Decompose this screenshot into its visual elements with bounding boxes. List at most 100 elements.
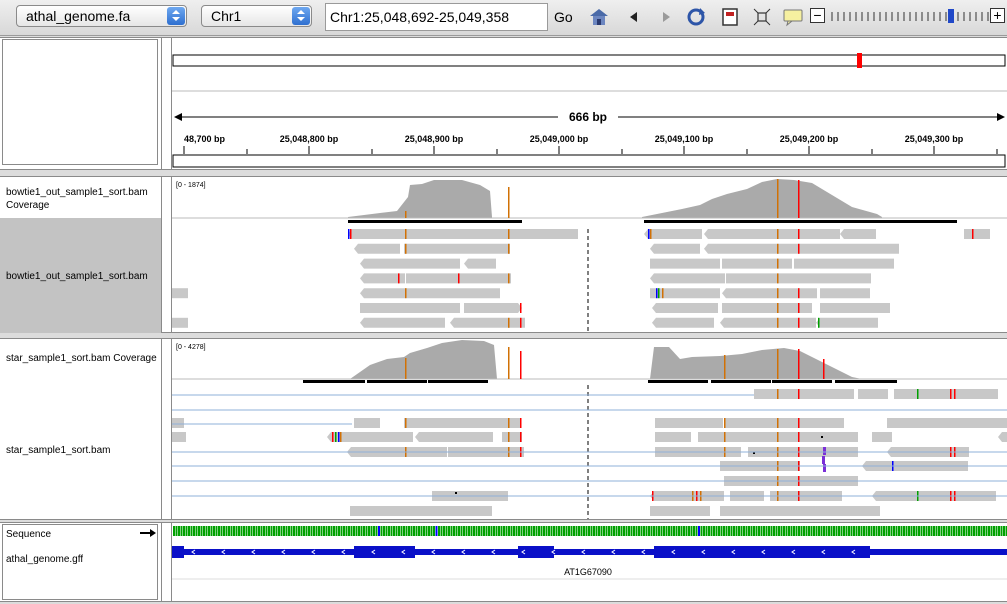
zoom-out-button[interactable]: − (810, 8, 825, 23)
bowtie-alignments[interactable] (172, 229, 990, 332)
sequence-base (300, 526, 303, 536)
span-left-arrow-icon (174, 113, 182, 121)
sequence-base (318, 526, 320, 536)
sequence-base (260, 526, 263, 536)
coverage-mismatch-mark (508, 187, 510, 218)
feature-tracks-graphic: AT1G67090 (172, 526, 1007, 580)
coverage-island-bar (835, 380, 897, 383)
sequence-base (223, 526, 225, 536)
bowtie-alignment-track-name[interactable]: bowtie1_out_sample1_sort.bam (6, 271, 148, 282)
aligned-read (722, 288, 817, 299)
coverage-mismatch-mark (777, 179, 779, 218)
sequence-base (480, 526, 483, 536)
sequence-base (365, 526, 368, 536)
home-icon[interactable] (589, 7, 609, 27)
aligned-read (172, 288, 188, 299)
mismatch-mark (405, 288, 407, 299)
star-coverage-track-name[interactable]: star_sample1_sort.bam Coverage (6, 353, 157, 364)
bowtie-coverage-histogram[interactable] (348, 179, 882, 218)
sequence-base (628, 526, 630, 536)
sequence-base (840, 526, 843, 536)
sequence-base (610, 526, 613, 536)
sequence-base (478, 526, 480, 536)
bowtie-data-area[interactable]: [0 - 1874] (172, 177, 1007, 332)
refresh-icon[interactable] (686, 7, 706, 27)
sequence-base (298, 526, 300, 536)
sequence-base (420, 526, 423, 536)
sequence-base (330, 526, 333, 536)
sequence-base (820, 526, 823, 536)
mismatch-mark (917, 389, 919, 399)
sequence-base (713, 526, 715, 536)
chromosome-dropdown-arrow-icon[interactable] (292, 7, 310, 25)
gff-track-name[interactable]: athal_genome.gff (6, 554, 84, 565)
sequence-base (238, 526, 240, 536)
bowtie-coverage-track-name[interactable]: bowtie1_out_sample1_sort.bam Coverage (6, 187, 148, 211)
feature-name-column: Sequence athal_genome.gff (0, 523, 162, 601)
bowtie-panel: bowtie1_out_sample1_sort.bam Coverage bo… (0, 176, 1007, 333)
sequence-base (613, 526, 615, 536)
sequence-base (345, 526, 348, 536)
sequence-base (500, 526, 503, 536)
popup-info-icon[interactable] (783, 7, 803, 27)
mismatch-mark (798, 317, 800, 328)
star-data-area[interactable]: [0 - 4278] (172, 339, 1007, 519)
star-coverage-histogram[interactable] (350, 340, 862, 379)
sequence-bases[interactable] (173, 526, 1007, 536)
ruler-data-area[interactable]: 666 bp 48,700 bp 25,048,800 bp 25,048,900 … (172, 38, 1007, 169)
sequence-base (268, 526, 270, 536)
sequence-base (333, 526, 335, 536)
sequence-base (220, 526, 223, 536)
sequence-base (663, 526, 665, 536)
feature-data-area[interactable]: AT1G67090 (172, 523, 1007, 601)
sequence-base (780, 526, 783, 536)
genome-dropdown[interactable]: athal_genome.fa (16, 5, 187, 27)
sequence-base (505, 526, 508, 536)
bowtie-name-column: bowtie1_out_sample1_sort.bam Coverage bo… (0, 177, 162, 333)
gene-feature[interactable] (172, 546, 870, 558)
aligned-read (724, 418, 844, 428)
aligned-read (726, 273, 796, 284)
sequence-base (735, 526, 738, 536)
mismatch-mark (508, 418, 510, 428)
sequence-base (623, 526, 625, 536)
chromosome-dropdown[interactable]: Chr1 (201, 5, 312, 27)
sequence-base (255, 526, 258, 536)
star-alignment-track-name[interactable]: star_sample1_sort.bam (6, 445, 111, 456)
sequence-base (363, 526, 365, 536)
sequence-base (295, 526, 298, 536)
sequence-track-name[interactable]: Sequence (6, 529, 52, 540)
sequence-base (438, 526, 440, 536)
sequence-base (845, 526, 848, 536)
sequence-base (670, 526, 673, 536)
sequence-base (353, 526, 355, 536)
sequence-base (303, 526, 305, 536)
zoom-in-button[interactable]: + (990, 8, 1005, 23)
sequence-base (783, 526, 785, 536)
aligned-read (704, 243, 899, 254)
sequence-base (585, 526, 588, 536)
go-button[interactable]: Go (554, 9, 573, 25)
sequence-base (473, 526, 475, 536)
chromosome-ideogram[interactable] (172, 54, 1006, 67)
mismatch-mark (777, 303, 779, 313)
zoom-slider[interactable] (829, 9, 989, 23)
aligned-read (360, 288, 500, 299)
sequence-base (250, 526, 253, 536)
genome-dropdown-arrow-icon[interactable] (167, 7, 185, 25)
resize-to-window-icon[interactable] (720, 7, 740, 27)
sequence-base (550, 526, 553, 536)
sequence-base (343, 526, 345, 536)
sequence-base (443, 526, 445, 536)
strand-chevron-icon (371, 549, 376, 555)
region-of-interest-icon[interactable] (752, 7, 772, 27)
strand-arrow-icon[interactable] (140, 528, 156, 538)
forward-icon[interactable] (656, 7, 676, 27)
sequence-base (958, 526, 960, 536)
sequence-base (378, 526, 380, 536)
locus-input[interactable]: Chr1:25,048,692-25,049,358 (325, 3, 548, 31)
back-icon[interactable] (624, 7, 644, 27)
mismatch-mark (508, 432, 510, 442)
strand-chevron-icon (281, 549, 286, 555)
sequence-base (173, 526, 175, 536)
